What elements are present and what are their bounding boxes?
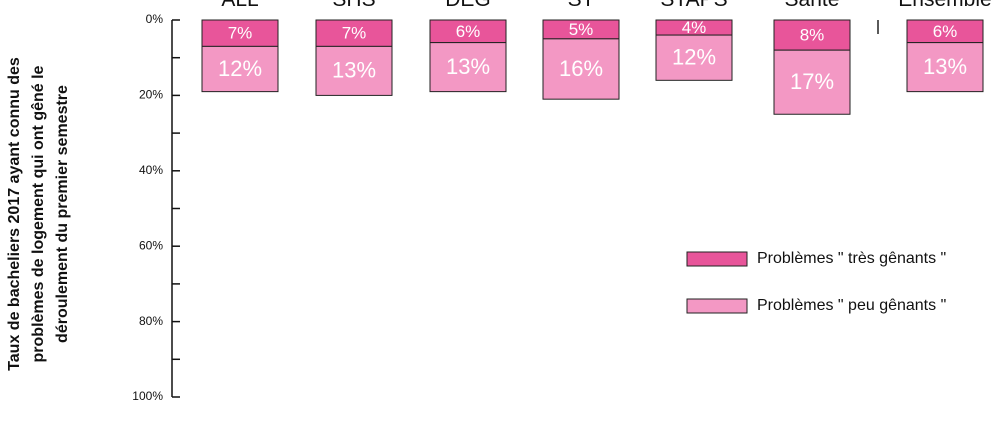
value-label: 12% bbox=[672, 45, 716, 70]
y-tick-label: 80% bbox=[139, 314, 163, 328]
value-label: 16% bbox=[559, 56, 603, 81]
value-label: 13% bbox=[332, 58, 376, 83]
value-label: 4% bbox=[682, 18, 707, 37]
bar-segment bbox=[201, 19, 279, 47]
y-tick-label: 40% bbox=[139, 163, 163, 177]
x-tick-label: Santé bbox=[785, 0, 840, 11]
legend-label: Problèmes " peu gênants " bbox=[757, 297, 946, 314]
x-tick-label: STAPS bbox=[660, 0, 727, 11]
bar-segment bbox=[542, 38, 620, 100]
value-label: 5% bbox=[569, 20, 594, 39]
y-axis-label: problèmes de logement qui ont gêné le bbox=[30, 65, 47, 362]
y-tick-label: 60% bbox=[139, 238, 163, 252]
bar-segment bbox=[906, 42, 984, 93]
x-tick-label: ST bbox=[568, 0, 595, 11]
x-tick-label: Ensemble bbox=[898, 0, 991, 11]
bar-segment bbox=[773, 49, 851, 115]
x-tick-label: SHS bbox=[332, 0, 375, 11]
y-tick-label: 100% bbox=[132, 389, 163, 403]
y-tick-label: 20% bbox=[139, 88, 163, 102]
value-label: 7% bbox=[342, 24, 367, 43]
value-label: 6% bbox=[933, 22, 958, 41]
value-label: 17% bbox=[790, 69, 834, 94]
value-label: 7% bbox=[228, 24, 253, 43]
bar-segment bbox=[429, 42, 507, 93]
value-label: 12% bbox=[218, 56, 262, 81]
value-label: 13% bbox=[923, 54, 967, 79]
x-tick-label: ALL bbox=[221, 0, 258, 11]
bar-segment bbox=[315, 45, 393, 96]
legend-label: Problèmes " très gênants " bbox=[757, 250, 946, 267]
bar-segment bbox=[315, 19, 393, 47]
legend-swatch bbox=[686, 251, 748, 267]
x-tick-label: DEG bbox=[445, 0, 491, 11]
y-axis-label: Taux de bacheliers 2017 ayant connu des bbox=[6, 57, 23, 371]
bar-segment bbox=[201, 45, 279, 93]
y-tick-label: 0% bbox=[146, 12, 164, 26]
bar-segment bbox=[773, 19, 851, 51]
value-label: 8% bbox=[800, 26, 825, 45]
y-axis-label: déroulement du premier semestre bbox=[54, 85, 71, 343]
legend-swatch bbox=[686, 298, 748, 314]
bar-segment bbox=[655, 34, 733, 81]
value-label: 13% bbox=[446, 54, 490, 79]
value-label: 6% bbox=[456, 22, 481, 41]
